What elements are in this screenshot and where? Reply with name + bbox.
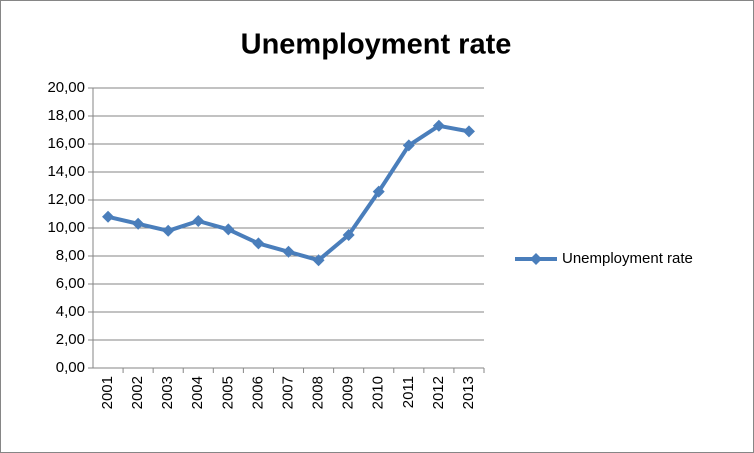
marker: [372, 185, 385, 198]
marker: [162, 224, 175, 237]
x-tick-label: 2010: [370, 376, 387, 409]
marker: [342, 229, 355, 241]
x-tick-label: 2008: [310, 376, 327, 409]
y-tick-label: 14,00: [47, 163, 85, 180]
x-tick-label: 2004: [189, 376, 206, 409]
legend-marker: [530, 253, 542, 265]
legend-label: Unemployment rate: [562, 250, 693, 267]
y-tick-label: 8,00: [56, 247, 85, 264]
marker: [462, 125, 475, 138]
x-tick-label: 2002: [129, 376, 146, 409]
marker: [282, 245, 295, 258]
x-tick-label: 2007: [279, 376, 296, 409]
x-tick-label: 2005: [219, 376, 236, 409]
x-tick-label: 2001: [99, 376, 116, 409]
marker: [252, 237, 265, 250]
x-tick-label: 2006: [249, 376, 266, 409]
x-tick-label: 2013: [460, 376, 477, 409]
y-tick-label: 4,00: [56, 303, 85, 320]
chart-title: Unemployment rate: [241, 29, 512, 61]
x-tick-label: 2003: [159, 376, 176, 409]
y-tick-label: 20,00: [47, 79, 85, 96]
x-tick-label: 2011: [400, 376, 417, 408]
y-tick-label: 12,00: [47, 191, 85, 208]
x-tick-label: 2012: [430, 376, 447, 409]
y-tick-label: 10,00: [47, 219, 85, 236]
marker: [402, 139, 415, 152]
marker: [132, 217, 145, 230]
y-tick-label: 0,00: [56, 359, 85, 376]
y-tick-label: 16,00: [47, 135, 85, 152]
marker: [192, 215, 205, 227]
marker: [312, 254, 325, 267]
x-tick-label: 2009: [340, 376, 357, 409]
marker: [432, 119, 445, 132]
y-tick-label: 2,00: [56, 331, 85, 348]
marker: [222, 223, 235, 236]
y-tick-label: 6,00: [56, 275, 85, 292]
y-tick-label: 18,00: [47, 107, 85, 124]
marker: [102, 210, 115, 223]
